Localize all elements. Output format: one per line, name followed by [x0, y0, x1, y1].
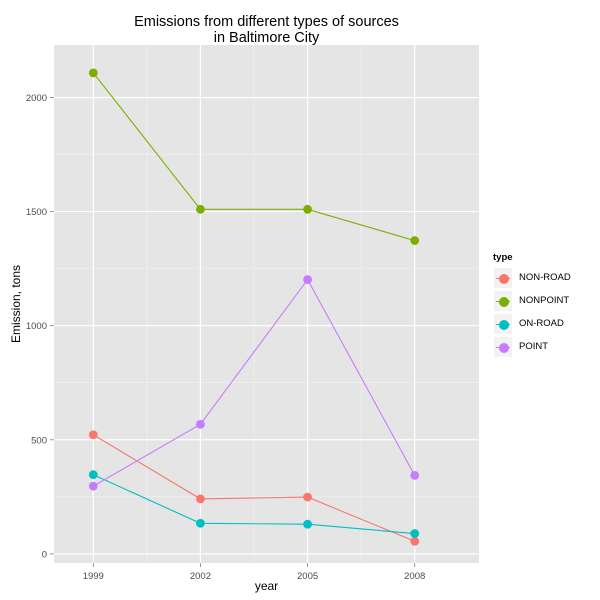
y-tick-label: 0 [42, 549, 47, 560]
legend-title: type [493, 252, 513, 263]
legend-label: NONPOINT [519, 295, 570, 306]
data-point-non-road [88, 430, 98, 440]
legend-key [493, 335, 513, 358]
legend-item-on-road: ON-ROAD [493, 312, 593, 335]
y-axis-title: Emission, tons [9, 265, 23, 343]
legend-key-dot [499, 296, 509, 307]
x-tick-label: 2005 [297, 571, 318, 582]
legend: type NON-ROAD NONPOINT ON-ROAD POINT [493, 250, 593, 358]
legend-key-dot [499, 273, 509, 284]
legend-item-non-road: NON-ROAD [493, 266, 593, 289]
x-tick-label: 2002 [190, 571, 211, 582]
chart-title-line-1: Emissions from different types of source… [134, 14, 399, 30]
data-point-on-road [303, 519, 312, 529]
data-point-non-road [410, 536, 420, 546]
y-tick-label: 1500 [26, 207, 47, 218]
legend-label: POINT [519, 341, 549, 352]
x-tick-label: 2008 [404, 571, 425, 582]
series-line-non-road [93, 434, 415, 542]
y-tick-label: 2000 [26, 93, 47, 104]
data-point-on-road [196, 518, 205, 528]
data-point-on-road [88, 470, 98, 480]
data-point-nonpoint [88, 68, 98, 78]
series-line-point [93, 278, 416, 487]
data-point-point [410, 470, 420, 480]
legend-label: ON-ROAD [519, 318, 564, 329]
legend-key [493, 289, 513, 312]
chart-title-line-2: in Baltimore City [213, 30, 320, 46]
legend-key-dot [499, 342, 509, 353]
data-point-nonpoint [410, 236, 420, 245]
legend-item-point: POINT [493, 335, 593, 358]
data-point-non-road [196, 494, 205, 504]
data-point-point [196, 419, 205, 429]
data-point-non-road [303, 492, 312, 502]
x-tick-label: 1999 [83, 571, 104, 582]
data-point-nonpoint [196, 204, 205, 214]
legend-key-dot [499, 319, 509, 330]
legend-label: NON-ROAD [519, 272, 571, 283]
series-line-nonpoint [92, 72, 415, 242]
panel-background [54, 45, 479, 563]
y-tick-label: 500 [31, 435, 47, 446]
series-line-on-road [93, 474, 415, 535]
legend-key [493, 266, 513, 289]
x-axis-title: year [255, 579, 278, 593]
data-point-point [303, 275, 312, 284]
legend-item-nonpoint: NONPOINT [493, 289, 593, 312]
data-point-nonpoint [303, 204, 312, 214]
data-point-on-road [410, 529, 420, 538]
y-tick-label: 1000 [26, 321, 47, 332]
legend-key [493, 312, 513, 335]
data-point-point [88, 481, 98, 491]
